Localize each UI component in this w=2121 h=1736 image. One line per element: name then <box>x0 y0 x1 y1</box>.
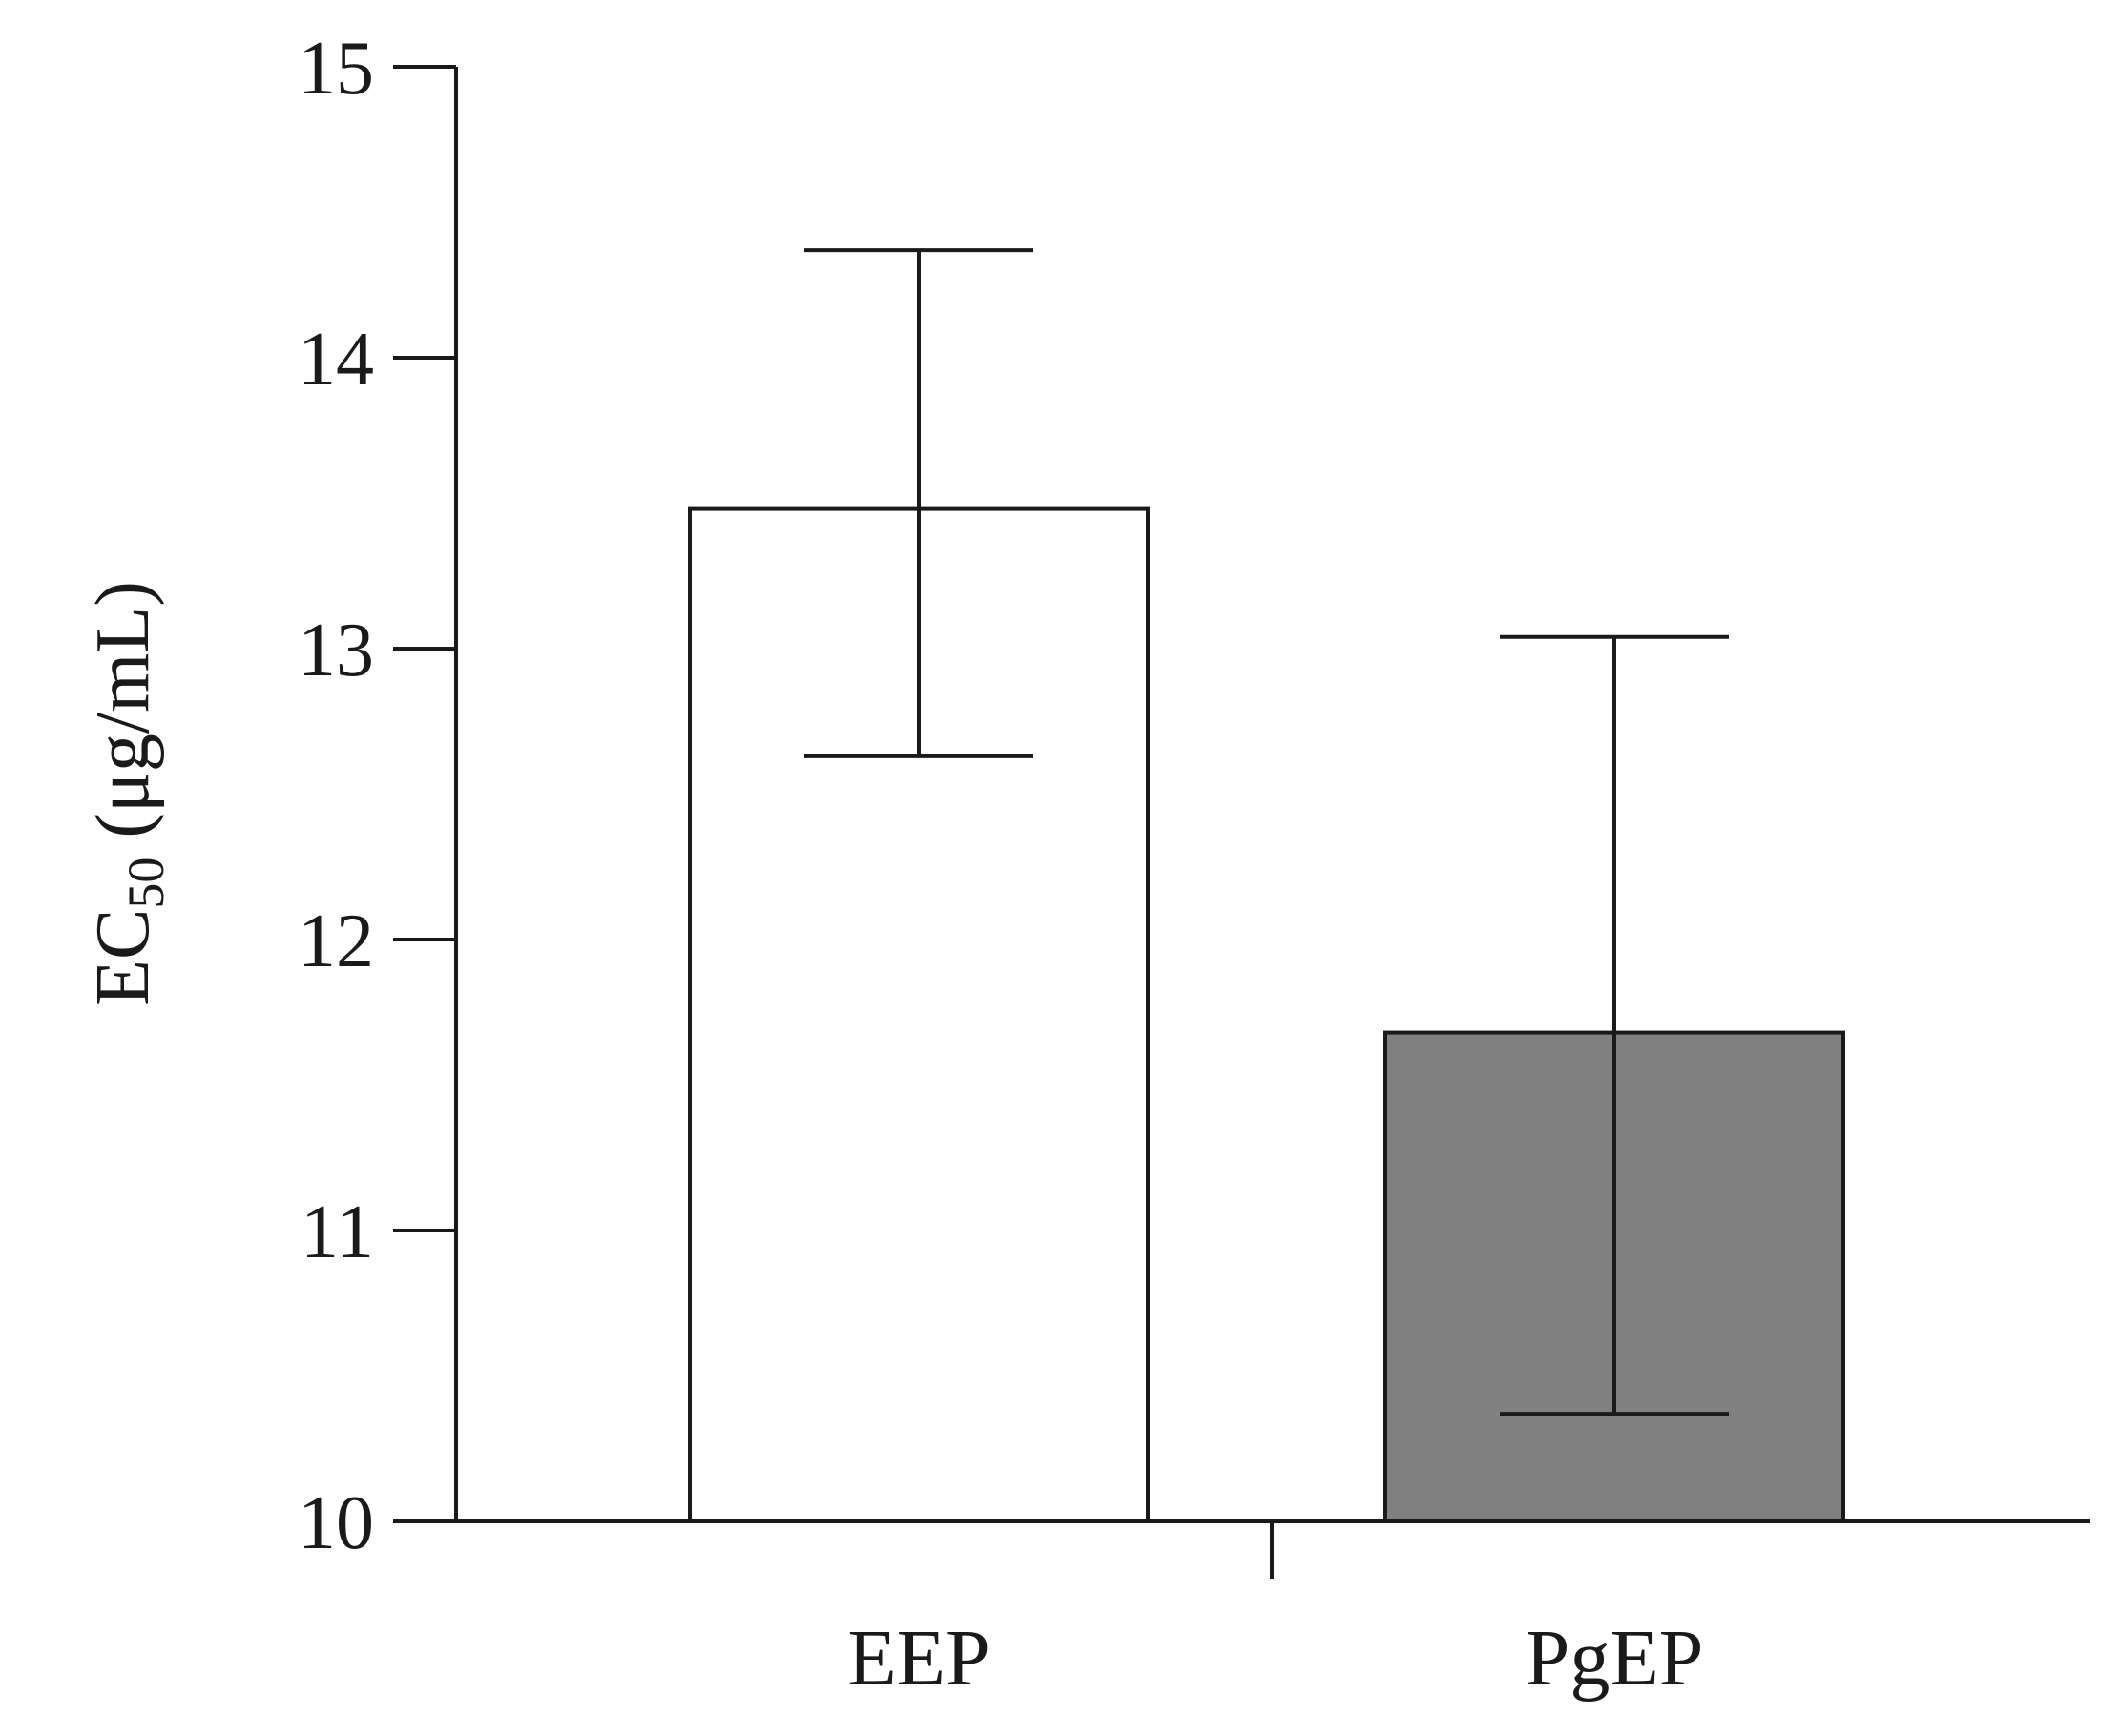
y-tick-label-10: 10 <box>298 1481 374 1565</box>
y-tick-label-13: 13 <box>298 609 374 692</box>
y-axis-label-unit: (μg/mL) <box>81 581 165 858</box>
y-axis-label-subscript: 50 <box>117 858 175 909</box>
category-labels: EEP PgEP <box>847 1614 1703 1703</box>
y-axis-label: EC50 (μg/mL) <box>81 581 175 1006</box>
y-axis-label-main: EC <box>81 909 165 1006</box>
y-ticks: 10 11 12 13 14 15 <box>298 27 456 1565</box>
y-tick-label-12: 12 <box>298 899 374 983</box>
y-tick-label-14: 14 <box>298 318 374 402</box>
error-bars <box>804 248 1729 1416</box>
y-tick-label-11: 11 <box>301 1190 374 1274</box>
bars <box>688 506 1845 1523</box>
y-tick-label-15: 15 <box>298 27 374 111</box>
category-label-pgep: PgEP <box>1526 1614 1704 1703</box>
x-axis <box>456 1519 2090 1579</box>
category-label-eep: EEP <box>847 1614 989 1703</box>
